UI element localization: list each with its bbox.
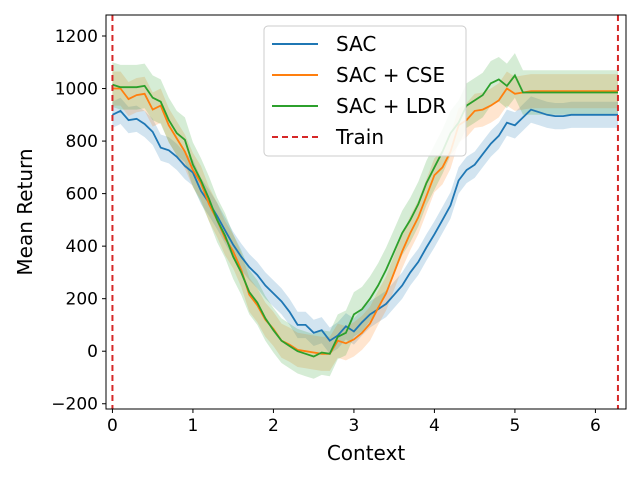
legend-label-sac-cse: SAC + CSE [336, 63, 445, 87]
legend-box [263, 25, 467, 157]
x-tick-label: 4 [429, 416, 440, 436]
y-tick-label: 1000 [55, 80, 98, 100]
plot-frame [105, 14, 627, 410]
legend-label-train: Train [335, 125, 384, 149]
series-line-sac-ldr [112, 73, 618, 358]
x-tick-label: 1 [188, 416, 199, 436]
series-line-sac [112, 108, 618, 342]
train-lines [111, 15, 619, 409]
y-axis-ticks: −200 0 200 400 600 800 1000 1200 [51, 27, 106, 415]
series-line-sac-cse [112, 87, 618, 355]
band-sac-ldr [112, 53, 619, 379]
x-axis-ticks: 0 1 2 3 4 5 6 [107, 409, 601, 436]
y-tick-label: 200 [66, 290, 98, 310]
x-tick-label: 6 [590, 416, 601, 436]
y-tick-label: 800 [66, 132, 98, 152]
y-tick-label: 600 [66, 185, 98, 205]
band-sac [112, 96, 619, 354]
legend-label-sac-ldr: SAC + LDR [336, 94, 446, 118]
legend-label-sac: SAC [336, 32, 376, 56]
y-tick-label: 400 [66, 237, 98, 257]
y-axis-label: Mean Return [13, 148, 37, 275]
y-tick-label: 1200 [55, 27, 98, 47]
series-lines [112, 73, 618, 358]
y-tick-label: −200 [51, 395, 98, 415]
confidence-bands [112, 53, 619, 379]
y-tick-label: 0 [87, 342, 98, 362]
legend: SAC SAC + CSE SAC + LDR Train [263, 25, 467, 157]
x-axis-label: Context [327, 441, 406, 465]
band-sac-cse [112, 71, 619, 371]
x-tick-label: 2 [268, 416, 279, 436]
x-tick-label: 0 [107, 416, 118, 436]
x-tick-label: 3 [349, 416, 360, 436]
x-tick-label: 5 [510, 416, 521, 436]
